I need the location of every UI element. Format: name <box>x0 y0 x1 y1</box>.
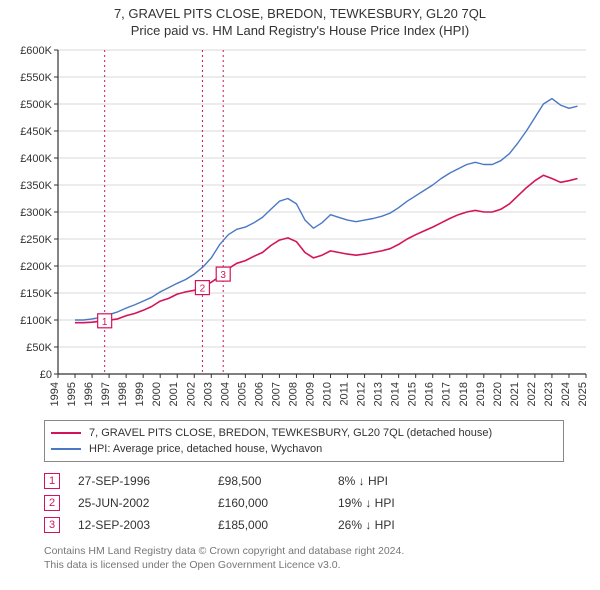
svg-text:2024: 2024 <box>560 382 572 406</box>
svg-text:£350K: £350K <box>20 180 52 192</box>
legend-box: 7, GRAVEL PITS CLOSE, BREDON, TEWKESBURY… <box>44 420 564 462</box>
svg-text:2009: 2009 <box>304 382 316 406</box>
svg-text:2001: 2001 <box>168 382 180 406</box>
sale-date: 27-SEP-1996 <box>78 474 218 488</box>
svg-text:2019: 2019 <box>475 382 487 406</box>
sale-row: 1 27-SEP-1996£98,5008% ↓ HPI <box>44 470 590 492</box>
svg-text:2015: 2015 <box>407 382 419 406</box>
svg-text:2008: 2008 <box>287 382 299 406</box>
sale-date: 12-SEP-2003 <box>78 518 218 532</box>
svg-text:1997: 1997 <box>100 382 112 406</box>
svg-text:2018: 2018 <box>458 382 470 406</box>
svg-text:2016: 2016 <box>424 382 436 406</box>
svg-text:2014: 2014 <box>390 382 402 406</box>
footer-attribution: Contains HM Land Registry data © Crown c… <box>44 544 590 572</box>
svg-text:2011: 2011 <box>339 382 351 406</box>
sale-badge: 1 <box>44 473 60 489</box>
svg-text:£500K: £500K <box>20 99 52 111</box>
svg-text:2005: 2005 <box>236 382 248 406</box>
svg-text:£400K: £400K <box>20 153 52 165</box>
footer-line2: This data is licensed under the Open Gov… <box>44 558 590 572</box>
svg-text:2013: 2013 <box>373 382 385 406</box>
svg-text:£550K: £550K <box>20 72 52 84</box>
svg-text:£600K: £600K <box>20 45 52 57</box>
svg-text:£150K: £150K <box>20 288 52 300</box>
sale-price: £160,000 <box>218 496 338 510</box>
title-subtitle: Price paid vs. HM Land Registry's House … <box>10 23 590 38</box>
svg-text:1995: 1995 <box>66 382 78 406</box>
svg-text:2020: 2020 <box>492 382 504 406</box>
svg-text:2003: 2003 <box>202 382 214 406</box>
svg-text:2006: 2006 <box>253 382 265 406</box>
svg-text:£0: £0 <box>40 369 52 381</box>
svg-text:2002: 2002 <box>185 382 197 406</box>
legend-item: 7, GRAVEL PITS CLOSE, BREDON, TEWKESBURY… <box>51 425 557 441</box>
svg-text:£300K: £300K <box>20 207 52 219</box>
legend-swatch <box>51 448 81 450</box>
sale-diff: 19% ↓ HPI <box>338 496 395 510</box>
svg-text:2: 2 <box>200 284 206 295</box>
svg-text:2023: 2023 <box>543 382 555 406</box>
svg-text:2021: 2021 <box>509 382 521 406</box>
legend-label: 7, GRAVEL PITS CLOSE, BREDON, TEWKESBURY… <box>89 427 492 439</box>
sale-diff: 8% ↓ HPI <box>338 474 388 488</box>
sale-price: £98,500 <box>218 474 338 488</box>
svg-text:1994: 1994 <box>49 382 61 406</box>
svg-text:£450K: £450K <box>20 126 52 138</box>
title-address: 7, GRAVEL PITS CLOSE, BREDON, TEWKESBURY… <box>10 6 590 21</box>
svg-text:2017: 2017 <box>441 382 453 406</box>
sale-row: 2 25-JUN-2002£160,00019% ↓ HPI <box>44 492 590 514</box>
legend-swatch <box>51 432 81 434</box>
svg-text:2012: 2012 <box>356 382 368 406</box>
svg-text:1: 1 <box>102 317 108 328</box>
svg-text:1996: 1996 <box>83 382 95 406</box>
sale-date: 25-JUN-2002 <box>78 496 218 510</box>
sale-row: 3 12-SEP-2003£185,00026% ↓ HPI <box>44 514 590 536</box>
price-chart: £0 £50K £100K £150K £200K £250K £300K £350K £400… <box>10 44 590 414</box>
svg-text:£50K: £50K <box>26 342 52 354</box>
svg-text:2007: 2007 <box>270 382 282 406</box>
sale-diff: 26% ↓ HPI <box>338 518 395 532</box>
svg-text:£250K: £250K <box>20 234 52 246</box>
svg-text:1999: 1999 <box>134 382 146 406</box>
svg-text:2004: 2004 <box>219 382 231 406</box>
sales-table: 1 27-SEP-1996£98,5008% ↓ HPI 2 25-JUN-2002£… <box>44 470 590 536</box>
svg-text:2025: 2025 <box>577 382 589 406</box>
svg-text:2000: 2000 <box>151 382 163 406</box>
sale-badge: 3 <box>44 517 60 533</box>
svg-text:2010: 2010 <box>322 382 334 406</box>
svg-text:£100K: £100K <box>20 315 52 327</box>
footer-line1: Contains HM Land Registry data © Crown c… <box>44 544 590 558</box>
svg-text:3: 3 <box>220 270 226 281</box>
svg-text:1998: 1998 <box>117 382 129 406</box>
svg-text:£200K: £200K <box>20 261 52 273</box>
sale-badge: 2 <box>44 495 60 511</box>
svg-text:2022: 2022 <box>526 382 538 406</box>
legend-item: HPI: Average price, detached house, Wych… <box>51 441 557 457</box>
legend-label: HPI: Average price, detached house, Wych… <box>89 443 322 455</box>
sale-price: £185,000 <box>218 518 338 532</box>
